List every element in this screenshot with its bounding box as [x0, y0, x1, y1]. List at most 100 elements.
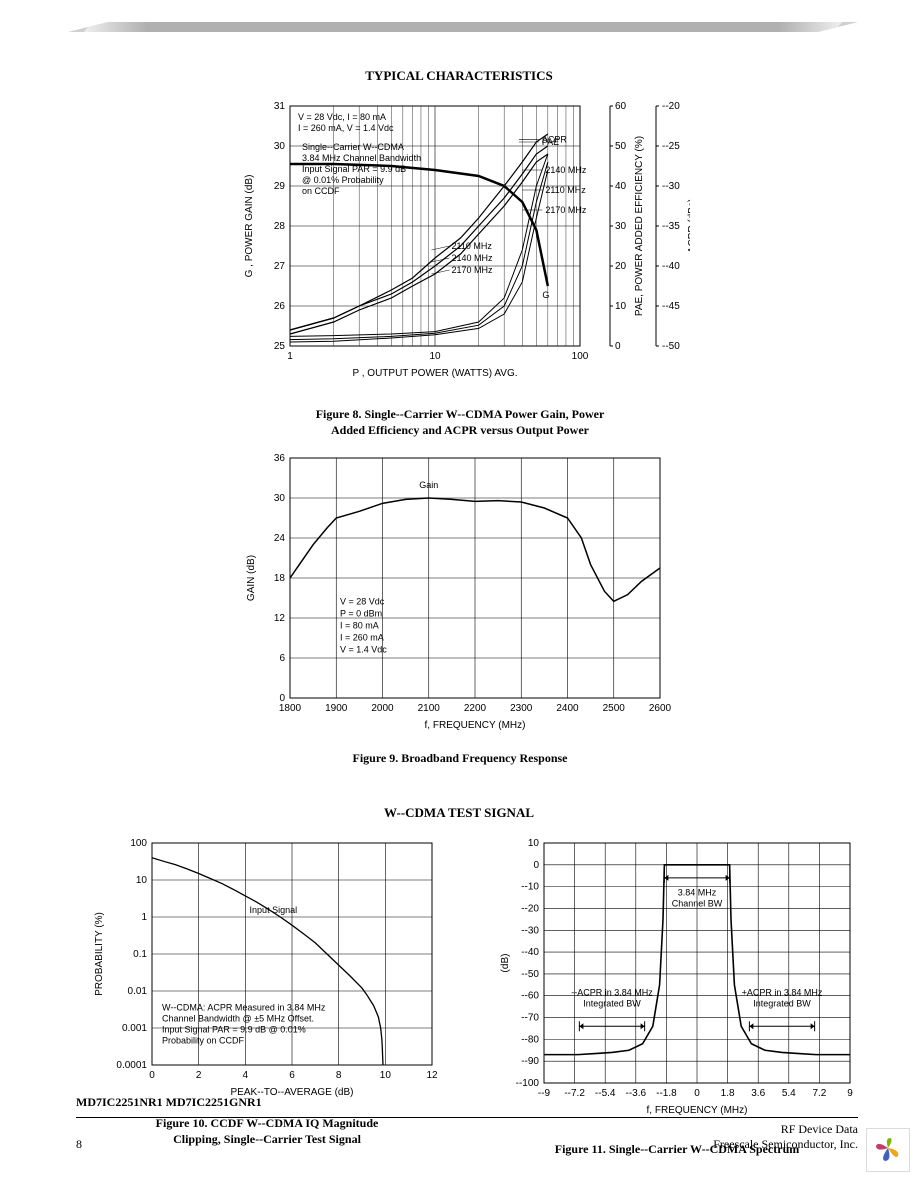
svg-text:0: 0	[694, 1088, 700, 1099]
svg-text:--80: --80	[521, 1034, 539, 1045]
svg-text:--40: --40	[521, 947, 539, 958]
svg-text:8: 8	[336, 1070, 342, 1081]
svg-text:--20: --20	[662, 101, 680, 112]
svg-text:3.84 MHz Channel Bandwidth: 3.84 MHz Channel Bandwidth	[302, 153, 421, 163]
svg-text:2300: 2300	[510, 703, 533, 714]
svg-text:--50: --50	[662, 341, 680, 352]
svg-text:6: 6	[289, 1070, 295, 1081]
svg-text:G , POWER GAIN (dB): G , POWER GAIN (dB)	[244, 175, 255, 278]
page-number: 8	[76, 1137, 82, 1152]
svg-text:2140 MHz: 2140 MHz	[545, 165, 587, 175]
svg-text:10: 10	[615, 301, 627, 312]
figure-8-caption-line1: Figure 8. Single--Carrier W--CDMA Power …	[230, 406, 690, 422]
svg-text:1.8: 1.8	[721, 1088, 735, 1099]
svg-text:I = 80 mA: I = 80 mA	[340, 621, 379, 631]
svg-text:PAE, POWER ADDED EFFICIENCY (%: PAE, POWER ADDED EFFICIENCY (%)	[634, 136, 645, 316]
svg-text:PAE: PAE	[542, 137, 559, 147]
footer-rule	[76, 1117, 858, 1118]
svg-text:0.01: 0.01	[128, 986, 148, 997]
figure-10-caption: Figure 10. CCDF W--CDMA IQ Magnitude Cli…	[82, 1115, 452, 1147]
svg-text:100: 100	[130, 838, 147, 849]
svg-text:0: 0	[149, 1070, 155, 1081]
svg-text:6: 6	[279, 653, 285, 664]
svg-text:10: 10	[380, 1070, 392, 1081]
svg-text:2140 MHz: 2140 MHz	[451, 253, 493, 263]
svg-text:--70: --70	[521, 1013, 539, 1024]
svg-text:30: 30	[274, 141, 286, 152]
svg-text:10: 10	[429, 351, 441, 362]
svg-text:18: 18	[274, 573, 286, 584]
svg-text:--10: --10	[521, 882, 539, 893]
svg-text:27: 27	[274, 261, 286, 272]
svg-text:--ACPR in 3.84 MHz: --ACPR in 3.84 MHz	[571, 988, 653, 998]
svg-text:I = 260 mA: I = 260 mA	[340, 633, 384, 643]
svg-text:30: 30	[274, 493, 286, 504]
svg-text:f, FREQUENCY (MHz): f, FREQUENCY (MHz)	[425, 720, 526, 731]
svg-text:2100: 2100	[418, 703, 441, 714]
svg-text:12: 12	[274, 613, 286, 624]
svg-text:Single--Carrier W--CDMA: Single--Carrier W--CDMA	[302, 142, 404, 152]
svg-text:f, FREQUENCY (MHz): f, FREQUENCY (MHz)	[647, 1105, 748, 1116]
svg-text:10: 10	[528, 838, 540, 849]
brand-logo-icon	[866, 1128, 910, 1172]
figure-8: 110100252627282930310102030405060--50--4…	[230, 96, 690, 438]
svg-text:0.001: 0.001	[122, 1023, 147, 1034]
svg-text:V = 28 Vdc, I = 80 mA: V = 28 Vdc, I = 80 mA	[298, 112, 386, 122]
svg-text:0.0001: 0.0001	[116, 1060, 147, 1071]
svg-text:P = 0 dBm: P = 0 dBm	[340, 609, 382, 619]
svg-text:10: 10	[136, 875, 148, 886]
svg-text:28: 28	[274, 221, 286, 232]
svg-text:30: 30	[615, 221, 627, 232]
svg-text:Channel BW: Channel BW	[672, 898, 723, 908]
svg-text:ACPR (dBc): ACPR (dBc)	[687, 199, 690, 253]
svg-text:60: 60	[615, 101, 627, 112]
svg-text:3.6: 3.6	[751, 1088, 765, 1099]
svg-text:GAIN (dB): GAIN (dB)	[246, 555, 257, 601]
svg-text:PROBABILITY (%): PROBABILITY (%)	[94, 912, 105, 996]
svg-text:29: 29	[274, 181, 286, 192]
footer-part-numbers: MD7IC2251NR1 MD7IC2251GNR1	[76, 1095, 262, 1110]
svg-text:Probability on CCDF: Probability on CCDF	[162, 1035, 245, 1045]
svg-text:--5.4: --5.4	[595, 1088, 616, 1099]
svg-text:100: 100	[572, 351, 589, 362]
svg-text:9: 9	[847, 1088, 853, 1099]
header-bar	[68, 22, 858, 32]
svg-text:Input Signal PAR = 9.9 dB: Input Signal PAR = 9.9 dB	[302, 164, 406, 174]
svg-text:V = 28 Vdc: V = 28 Vdc	[340, 597, 385, 607]
svg-text:--9: --9	[538, 1088, 551, 1099]
svg-text:+ACPR in 3.84 MHz: +ACPR in 3.84 MHz	[742, 988, 823, 998]
svg-text:P , OUTPUT POWER (WATTS) AV: P , OUTPUT POWER (WATTS) AVG.	[352, 368, 517, 379]
svg-text:Integrated BW: Integrated BW	[583, 999, 641, 1009]
svg-text:W--CDMA: ACPR Measured in 3.84: W--CDMA: ACPR Measured in 3.84 MHz	[162, 1002, 326, 1012]
figure-8-caption-line2: Added Efficiency and ACPR versus Output …	[230, 422, 690, 438]
svg-text:7.2: 7.2	[812, 1088, 826, 1099]
svg-text:2170 MHz: 2170 MHz	[545, 205, 587, 215]
figure-9: 1800190020002100220023002400250026000612…	[230, 450, 690, 766]
svg-text:24: 24	[274, 533, 286, 544]
svg-text:--90: --90	[521, 1056, 539, 1067]
svg-text:2600: 2600	[649, 703, 672, 714]
figure-10-caption-line2: Clipping, Single--Carrier Test Signal	[82, 1131, 452, 1147]
figure-8-caption: Figure 8. Single--Carrier W--CDMA Power …	[230, 406, 690, 438]
svg-text:--40: --40	[662, 261, 680, 272]
svg-text:36: 36	[274, 453, 286, 464]
svg-text:0: 0	[533, 860, 539, 871]
svg-text:2170 MHz: 2170 MHz	[451, 265, 493, 275]
svg-text:--100: --100	[516, 1078, 540, 1089]
svg-text:--20: --20	[521, 903, 539, 914]
svg-text:--50: --50	[521, 969, 539, 980]
svg-text:40: 40	[615, 181, 627, 192]
svg-text:Channel Bandwidth @ ±5 MHz Off: Channel Bandwidth @ ±5 MHz Offset.	[162, 1013, 314, 1023]
footer-right: RF Device Data Freescale Semiconductor, …	[713, 1122, 858, 1152]
svg-text:V = 1.4 Vdc: V = 1.4 Vdc	[340, 645, 387, 655]
svg-text:2400: 2400	[556, 703, 579, 714]
svg-text:2200: 2200	[464, 703, 487, 714]
svg-text:1900: 1900	[325, 703, 348, 714]
svg-text:4: 4	[243, 1070, 249, 1081]
svg-text:1: 1	[141, 912, 147, 923]
svg-text:(dB): (dB)	[500, 954, 511, 973]
svg-text:Input Signal: Input Signal	[250, 905, 298, 915]
svg-text:0: 0	[279, 693, 285, 704]
svg-text:2500: 2500	[603, 703, 626, 714]
svg-text:--45: --45	[662, 301, 680, 312]
